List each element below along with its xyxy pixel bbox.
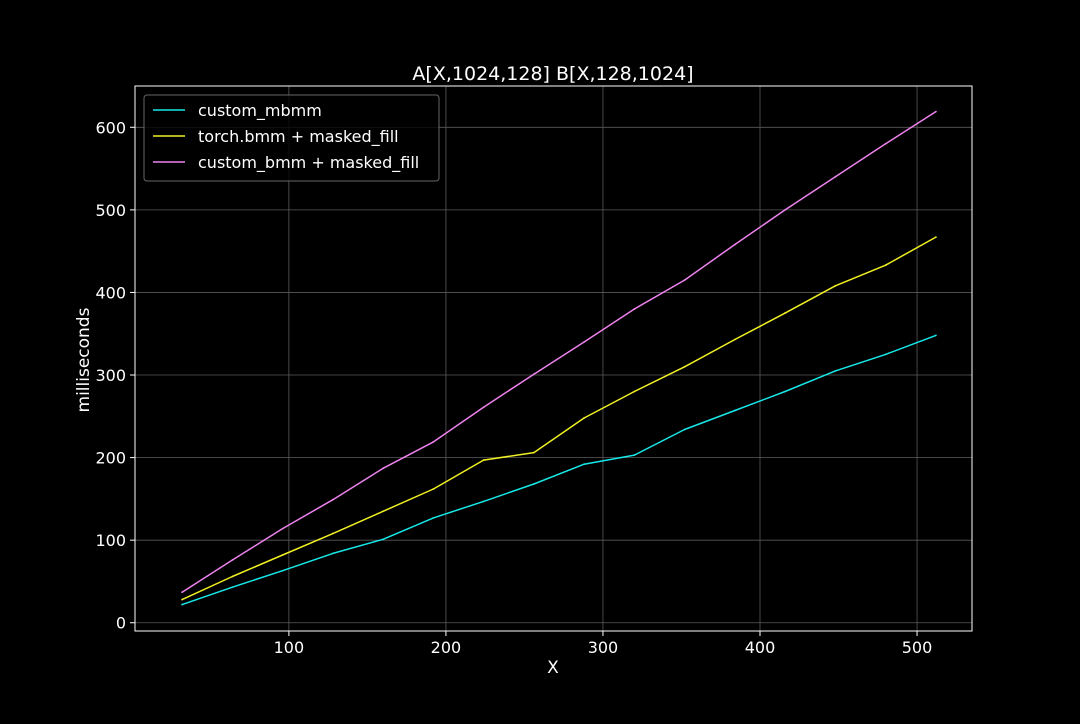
series-lines <box>181 110 937 606</box>
series-2-point <box>934 236 937 239</box>
x-tick-label: 300 <box>588 638 619 657</box>
series-3-point <box>683 279 686 281</box>
series-3-point <box>532 373 535 376</box>
x-tick-label: 400 <box>745 638 776 657</box>
series-3-point <box>834 175 837 178</box>
series-2-point <box>181 598 184 601</box>
series-line-1 <box>181 334 937 606</box>
series-3-point <box>281 527 284 530</box>
y-tick-label: 200 <box>95 449 126 468</box>
series-2-point <box>633 390 636 393</box>
series-1-point <box>181 603 184 606</box>
series-1-point <box>934 334 937 337</box>
series-3-point <box>231 559 234 561</box>
x-tick-label: 500 <box>902 638 933 657</box>
y-tick-label: 0 <box>116 614 126 633</box>
legend-label-2: torch.bmm + masked_fill <box>198 127 399 147</box>
series-2-point <box>331 532 334 535</box>
series-1-point <box>231 586 234 589</box>
series-2-point <box>281 554 284 556</box>
series-1-point <box>633 454 636 457</box>
series-2-point <box>784 312 787 314</box>
series-2-point <box>231 575 234 578</box>
y-tick-label: 600 <box>95 118 126 137</box>
series-2-point <box>583 417 586 419</box>
series-2-point <box>884 264 887 267</box>
y-tick-label: 100 <box>95 531 126 550</box>
series-1-point <box>382 538 385 541</box>
axis-ticks: 100 200 300 400 500 0 100 200 300 400 500 600 <box>95 118 932 657</box>
y-tick-label: 400 <box>95 283 126 302</box>
series-2-point <box>683 365 686 368</box>
series-3-point <box>331 498 334 501</box>
series-3-point <box>482 406 485 409</box>
series-1-point <box>583 463 586 466</box>
chart-title: A[X,1024,128] B[X,128,1024] <box>412 63 693 85</box>
series-line-3 <box>181 110 937 593</box>
series-1-point <box>834 369 837 372</box>
series-2-point <box>482 459 485 461</box>
plot-area-frame <box>134 85 973 632</box>
legend-label-1: custom_mbmm <box>198 101 322 121</box>
series-2-point <box>834 284 837 287</box>
series-1-point <box>784 390 787 393</box>
y-tick-label: 300 <box>95 366 126 385</box>
series-3-point <box>784 208 787 211</box>
series-2-point <box>382 510 385 513</box>
series-3-point <box>934 110 937 113</box>
series-1-point <box>281 569 284 572</box>
series-3-point <box>884 142 887 145</box>
series-1-point <box>733 409 736 412</box>
series-3-point <box>633 308 636 310</box>
series-line-2 <box>181 236 937 601</box>
series-3-point <box>733 243 736 246</box>
series-1-point <box>432 516 435 519</box>
series-2-point <box>733 338 736 341</box>
series-1-point <box>532 483 535 485</box>
series-1-point <box>482 500 485 503</box>
series-1-point <box>331 552 334 555</box>
series-1-point <box>683 428 686 431</box>
legend-label-3: custom_bmm + masked_fill <box>198 153 419 173</box>
series-2-point <box>532 451 535 454</box>
y-tick-label: 500 <box>95 201 126 220</box>
x-tick-label: 100 <box>274 638 305 657</box>
series-1-point <box>884 353 887 356</box>
series-2-point <box>432 488 435 490</box>
y-axis-label: milliseconds <box>74 307 94 412</box>
x-tick-label: 200 <box>431 638 462 657</box>
series-3-point <box>432 441 435 443</box>
legend-box <box>143 94 440 182</box>
series-3-point <box>181 591 184 594</box>
series-3-point <box>382 467 385 470</box>
x-axis-label: X <box>547 658 559 678</box>
series-3-point <box>583 341 586 343</box>
legend: custom_mbmm torch.bmm + masked_fillcustom… <box>143 94 440 182</box>
